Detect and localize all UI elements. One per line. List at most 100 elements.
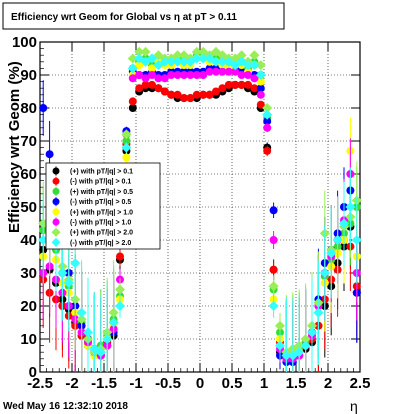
data-point bbox=[148, 80, 156, 89]
data-point bbox=[121, 129, 132, 140]
data-point bbox=[127, 53, 138, 64]
legend-entry: (-) with pT/|q| > 0.5 bbox=[52, 197, 131, 207]
data-point bbox=[198, 53, 209, 64]
data-point bbox=[275, 320, 285, 331]
data-point bbox=[179, 56, 189, 67]
data-point bbox=[102, 334, 113, 344]
data-point bbox=[236, 56, 247, 67]
x-tick-label: -0.5 bbox=[155, 375, 181, 392]
title-frame bbox=[2, 2, 285, 30]
data-point bbox=[83, 327, 93, 338]
data-point bbox=[108, 317, 119, 328]
data-point bbox=[256, 84, 265, 93]
data-point bbox=[70, 258, 81, 269]
legend: (+) with pT/|q| > 0.1 (-) with pT/|q| > 0… bbox=[45, 162, 161, 250]
data-point bbox=[199, 90, 208, 99]
data-point bbox=[237, 80, 246, 89]
legend-marker bbox=[52, 187, 60, 195]
data-point bbox=[45, 150, 54, 159]
data-point bbox=[135, 84, 144, 93]
legend-entry: (-) with pT/|q| > 2.0 bbox=[51, 237, 131, 247]
data-point bbox=[141, 74, 150, 83]
x-tick-label: -1.5 bbox=[91, 375, 117, 392]
legend-label: (-) with pT/|q| > 0.5 bbox=[70, 199, 131, 206]
data-point bbox=[345, 202, 356, 212]
data-point bbox=[268, 281, 279, 292]
data-point bbox=[205, 67, 214, 76]
y-tick-label: 40 bbox=[20, 232, 37, 249]
data-point bbox=[224, 80, 233, 89]
data-point bbox=[339, 218, 349, 229]
data-point bbox=[148, 64, 156, 73]
data-marks bbox=[38, 46, 362, 372]
data-point bbox=[135, 61, 144, 70]
data-point bbox=[250, 74, 259, 83]
axis-ticks bbox=[39, 41, 361, 373]
x-tick-label: 2.5 bbox=[350, 375, 371, 392]
data-point bbox=[76, 307, 87, 318]
data-point bbox=[217, 56, 228, 67]
data-point bbox=[128, 97, 137, 106]
data-point bbox=[154, 84, 163, 93]
data-point bbox=[256, 77, 265, 86]
data-point bbox=[212, 87, 220, 96]
data-point bbox=[173, 90, 182, 99]
data-point bbox=[191, 46, 202, 57]
data-point bbox=[231, 67, 240, 76]
x-tick-label: 0.5 bbox=[222, 375, 243, 392]
data-point bbox=[223, 56, 234, 67]
data-point bbox=[122, 137, 131, 145]
title-box: Efficiency wrt Geom for Global vs η at p… bbox=[2, 2, 285, 30]
legend-label: (+) with pT/|q| > 0.1 bbox=[70, 169, 133, 176]
y-tick-label: 10 bbox=[20, 331, 37, 348]
data-point bbox=[186, 94, 195, 103]
data-point bbox=[121, 142, 132, 153]
y-tick-label: 20 bbox=[20, 298, 37, 315]
data-point bbox=[127, 63, 138, 74]
data-point bbox=[294, 347, 305, 358]
data-point bbox=[351, 235, 362, 245]
legend-entry: (+) with pT/|q| > 0.1 bbox=[52, 166, 133, 176]
data-point bbox=[281, 350, 292, 361]
data-point bbox=[269, 236, 278, 244]
data-point bbox=[128, 74, 137, 83]
date-stamp: Wed May 16 12:32:10 2018 bbox=[3, 401, 128, 412]
legend-label: (+) with pT/|q| > 0.5 bbox=[70, 189, 133, 196]
legend-frame bbox=[45, 162, 161, 250]
data-point bbox=[269, 265, 278, 274]
data-point bbox=[147, 53, 157, 64]
data-point bbox=[256, 100, 265, 109]
data-point bbox=[135, 71, 144, 79]
x-axis-title: η bbox=[350, 398, 358, 414]
data-point bbox=[172, 56, 183, 67]
data-point bbox=[249, 60, 260, 71]
data-point bbox=[211, 56, 221, 67]
data-point bbox=[332, 235, 343, 245]
data-point bbox=[268, 301, 279, 311]
data-point bbox=[263, 146, 272, 155]
data-point bbox=[160, 87, 169, 96]
data-point bbox=[319, 268, 330, 278]
data-point bbox=[199, 71, 208, 79]
x-tick-label: 2 bbox=[324, 375, 332, 392]
legend-label: (-) with pT/|q| > 0.1 bbox=[70, 179, 131, 186]
chart-title: Efficiency wrt Geom for Global vs η at p… bbox=[11, 12, 237, 23]
data-point bbox=[122, 153, 131, 162]
y-tick-label: 70 bbox=[20, 133, 37, 150]
y-tick-label: 30 bbox=[20, 265, 37, 282]
data-point bbox=[192, 71, 201, 79]
y-tick-label: 50 bbox=[20, 199, 37, 216]
data-point bbox=[39, 104, 48, 112]
legend-label: (-) with pT/|q| > 2.0 bbox=[70, 240, 131, 247]
data-point bbox=[244, 80, 252, 89]
data-point bbox=[134, 46, 145, 57]
y-tick-label: 0 bbox=[29, 364, 37, 381]
data-point bbox=[236, 50, 247, 61]
data-point bbox=[237, 71, 246, 79]
x-tick-label: -1 bbox=[129, 375, 142, 392]
data-point bbox=[167, 71, 176, 79]
legend-entry: (+) with pT/|q| > 1.0 bbox=[52, 207, 133, 217]
data-point bbox=[244, 71, 252, 79]
data-point bbox=[326, 248, 337, 259]
